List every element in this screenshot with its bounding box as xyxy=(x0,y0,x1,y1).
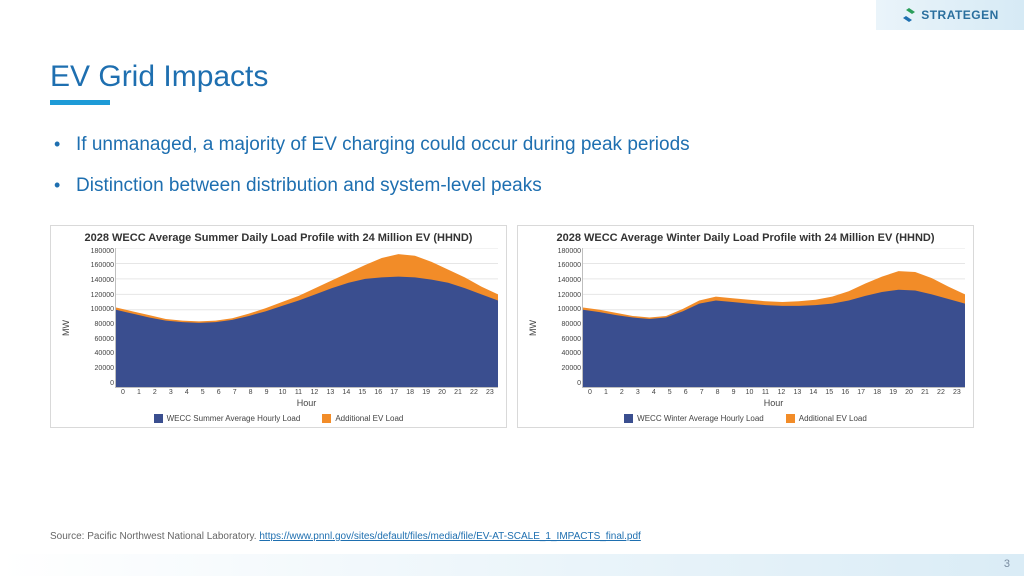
bullet-item: If unmanaged, a majority of EV charging … xyxy=(54,132,964,159)
legend: WECC Winter Average Hourly Load Addition… xyxy=(526,414,965,423)
brand-logo: STRATEGEN xyxy=(876,0,1024,30)
title-underline xyxy=(50,100,110,105)
x-axis-ticks: 01234567891011121314151617181920212223 xyxy=(115,388,498,396)
legend-swatch-base xyxy=(624,414,633,423)
x-axis-label: Hour xyxy=(582,398,965,408)
legend-label: WECC Summer Average Hourly Load xyxy=(167,414,301,423)
brand-name: STRATEGEN xyxy=(921,8,999,22)
x-axis-label: Hour xyxy=(115,398,498,408)
winter-chart: 2028 WECC Average Winter Daily Load Prof… xyxy=(517,225,974,428)
chart-title: 2028 WECC Average Winter Daily Load Prof… xyxy=(526,232,965,246)
legend-swatch-ev xyxy=(322,414,331,423)
chart-title: 2028 WECC Average Summer Daily Load Prof… xyxy=(59,232,498,246)
bullet-list: If unmanaged, a majority of EV charging … xyxy=(54,132,964,213)
y-axis-ticks: 1800001600001400001200001000008000060000… xyxy=(78,248,114,387)
x-axis-ticks: 01234567891011121314151617181920212223 xyxy=(582,388,965,396)
slide-title: EV Grid Impacts xyxy=(50,60,268,94)
legend-label: WECC Winter Average Hourly Load xyxy=(637,414,764,423)
page-number: 3 xyxy=(1004,558,1010,570)
legend-swatch-base xyxy=(154,414,163,423)
source-citation: Source: Pacific Northwest National Labor… xyxy=(50,531,641,542)
summer-plot: 1800001600001400001200001000008000060000… xyxy=(115,248,498,388)
legend: WECC Summer Average Hourly Load Addition… xyxy=(59,414,498,423)
y-axis-label: MW xyxy=(526,320,540,336)
brand-mark-icon xyxy=(901,7,917,23)
footer-band xyxy=(0,554,1024,576)
charts-row: 2028 WECC Average Summer Daily Load Prof… xyxy=(50,225,974,428)
y-axis-label: MW xyxy=(59,320,73,336)
legend-label: Additional EV Load xyxy=(799,414,867,423)
winter-plot: 1800001600001400001200001000008000060000… xyxy=(582,248,965,388)
source-prefix: Source: Pacific Northwest National Labor… xyxy=(50,531,259,542)
summer-chart: 2028 WECC Average Summer Daily Load Prof… xyxy=(50,225,507,428)
legend-swatch-ev xyxy=(786,414,795,423)
y-axis-ticks: 1800001600001400001200001000008000060000… xyxy=(545,248,581,387)
bullet-item: Distinction between distribution and sys… xyxy=(54,173,964,200)
source-link[interactable]: https://www.pnnl.gov/sites/default/files… xyxy=(259,531,640,542)
legend-label: Additional EV Load xyxy=(335,414,403,423)
